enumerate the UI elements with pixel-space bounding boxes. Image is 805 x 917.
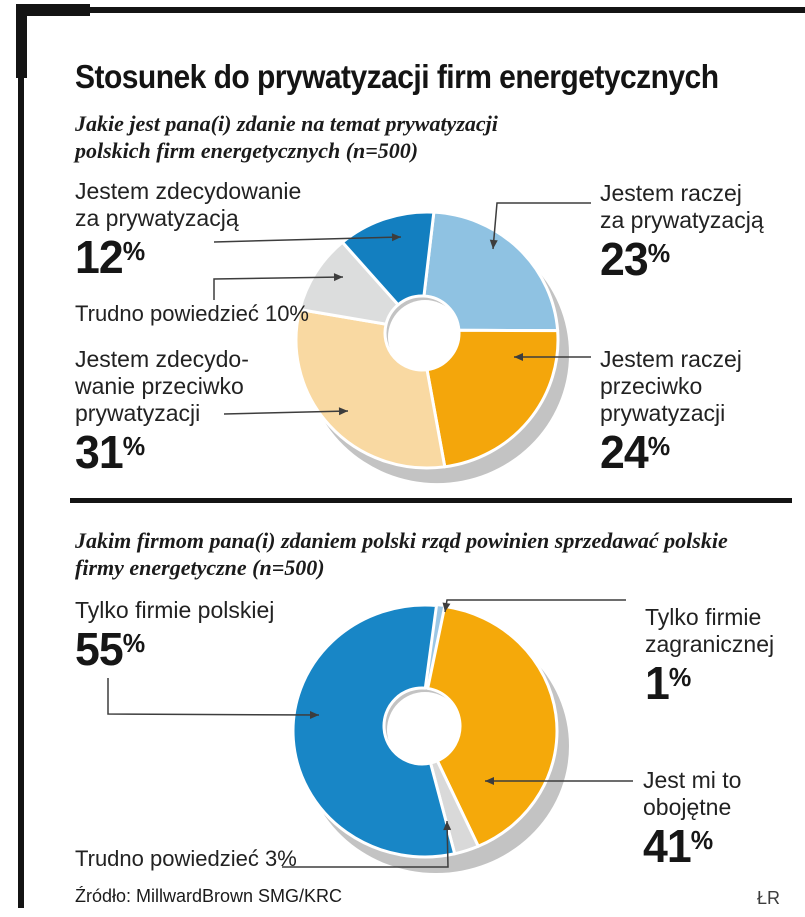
value-12-pct: 12% (75, 231, 146, 283)
leader-arrowhead-8 (485, 777, 494, 785)
label-line: Tylko firmie polskiej (75, 597, 275, 623)
frame-top-rule (16, 7, 805, 13)
donut-chart-1 (294, 210, 569, 484)
label-line: wanie przeciwko (75, 373, 244, 399)
label-tylko-firmie-polskiej: Tylko firmie polskiej 55% (75, 597, 274, 678)
section-divider-rule (70, 498, 792, 503)
leader-arrowhead-1 (391, 233, 401, 242)
label-line: Jest mi to (643, 767, 742, 793)
label-trudno-powiedziec-10: Trudno powiedzieć 10% (75, 301, 309, 326)
leader-line-3 (223, 410, 349, 415)
leader-line-9 (282, 820, 449, 868)
donut-chart-2 (291, 603, 569, 874)
donut-1-slice-1 (425, 328, 560, 469)
label-line: obojętne (643, 794, 732, 820)
leader-line-1 (213, 236, 402, 243)
value-24-pct: 24% (600, 426, 671, 478)
label-tylko-firmie-zagranicznej: Tylko firmie zagranicznej 1% (645, 604, 774, 712)
question-1-subtitle: Jakie jest pana(i) zdanie na temat prywa… (75, 110, 498, 164)
credit-text: ŁR (757, 888, 781, 908)
label-line: prywatyzacji (75, 400, 201, 426)
donut-2-hole (387, 692, 463, 768)
leader-arrowhead-6 (309, 710, 319, 719)
label-line: Tylko firmie (645, 604, 762, 630)
value-1-pct: 1% (645, 657, 692, 709)
leader-lines (107, 202, 633, 868)
label-line: Jestem zdecydo- (75, 346, 249, 372)
leader-line-2 (213, 276, 344, 300)
label-line: Jestem raczej (600, 180, 742, 206)
leader-arrowhead-2 (333, 273, 343, 282)
value-41-pct: 41% (643, 820, 714, 872)
donut-1-slice-2 (294, 307, 447, 470)
source-text: Źródło: MillwardBrown SMG/KRC (75, 886, 343, 906)
label-line: przeciwko (600, 373, 703, 399)
leader-arrowhead-9 (443, 821, 452, 831)
value-31-pct: 31% (75, 426, 146, 478)
donut-1-slice-0 (422, 210, 560, 333)
question-1-subtitle-line-2: polskich firm energetycznych (n=500) (75, 138, 419, 163)
label-raczej-przeciwko: Jestem raczej przeciwko prywatyzacji 24% (600, 346, 742, 481)
question-2-subtitle-line-2: firmy energetyczne (n=500) (75, 555, 325, 580)
donut-2-slice-3 (291, 603, 457, 859)
question-1-subtitle-line-1: Jakie jest pana(i) zdanie na temat prywa… (75, 111, 498, 136)
leader-arrowhead-5 (514, 353, 523, 361)
label-line: Jestem zdecydowanie (75, 178, 302, 204)
label-line: Jestem raczej (600, 346, 742, 372)
value-23-pct: 23% (600, 233, 671, 285)
leader-line-4 (492, 202, 591, 250)
label-jest-mi-to-obojetne: Jest mi to obojętne 41% (643, 767, 741, 875)
value-55-pct: 55% (75, 623, 146, 675)
question-2-subtitle: Jakim firmom pana(i) zdaniem polski rząd… (75, 527, 728, 581)
label-line: za prywatyzacją (600, 207, 764, 233)
question-2-subtitle-line-1: Jakim firmom pana(i) zdaniem polski rząd… (75, 528, 728, 553)
label-trudno-powiedziec-3: Trudno powiedzieć 3% (75, 846, 297, 871)
label-line: za prywatyzacją (75, 205, 239, 231)
leader-line-6 (107, 678, 320, 716)
donut-1-hole (388, 300, 462, 374)
frame-left-rule (18, 4, 24, 908)
leader-line-7 (444, 599, 626, 613)
donut-1-slice-4 (340, 210, 436, 307)
label-line: prywatyzacji (600, 400, 726, 426)
donut-2-slice-1 (426, 604, 559, 848)
leader-arrowhead-3 (338, 407, 348, 416)
leader-arrowhead-7 (442, 602, 451, 612)
label-zdecydowanie-za: Jestem zdecydowanie za prywatyzacją 12% (75, 178, 301, 286)
leader-arrowhead-4 (489, 239, 498, 249)
label-line: zagranicznej (645, 631, 775, 657)
label-raczej-za: Jestem raczej za prywatyzacją 23% (600, 180, 764, 288)
label-zdecydowanie-przeciwko: Jestem zdecydo- wanie przeciwko prywatyz… (75, 346, 249, 481)
page-title: Stosunek do prywatyzacji firm energetycz… (75, 58, 719, 95)
